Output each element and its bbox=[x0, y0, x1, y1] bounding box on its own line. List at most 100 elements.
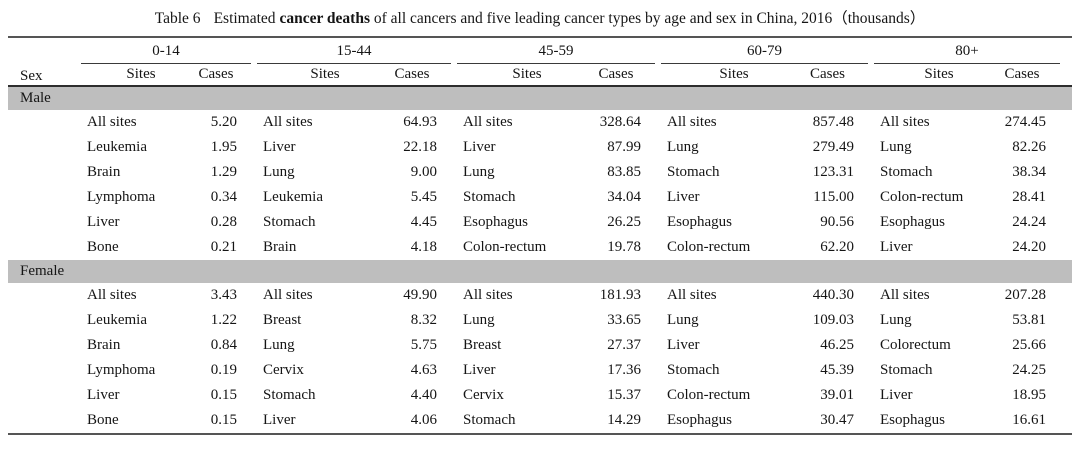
site-cell: Colon-rectum bbox=[463, 239, 547, 255]
cases-cell: 45.39 bbox=[820, 362, 854, 378]
table-row: All sites 5.20 All sites 64.93 All sites 328.… bbox=[8, 110, 1072, 135]
age-group-label: 0-14 bbox=[81, 43, 251, 64]
site-cell: Lung bbox=[880, 139, 912, 155]
cases-cell: 26.25 bbox=[607, 214, 641, 230]
site-cell: Bone bbox=[87, 412, 119, 428]
site-cell: Leukemia bbox=[87, 139, 147, 155]
site-cell: Esophagus bbox=[880, 412, 945, 428]
cases-cell: 30.47 bbox=[820, 412, 854, 428]
cases-cell: 82.26 bbox=[1012, 139, 1046, 155]
cases-cell: 4.40 bbox=[410, 387, 437, 403]
site-cell: Lymphoma bbox=[87, 189, 156, 205]
table-caption: Table 6 Estimated cancer deaths of all ca… bbox=[0, 0, 1080, 30]
sex-column-header: Sex bbox=[20, 68, 43, 84]
cases-cell: 4.18 bbox=[410, 239, 437, 255]
cases-cell: 207.28 bbox=[1004, 287, 1046, 303]
cases-cell: 38.34 bbox=[1012, 164, 1046, 180]
site-cell: All sites bbox=[667, 114, 717, 130]
table-row: Lymphoma 0.19 Cervix 4.63 Liver 17.36 Stomach 4… bbox=[8, 358, 1072, 383]
empty-sex-cell bbox=[8, 333, 87, 358]
empty-sex-cell bbox=[8, 160, 87, 185]
empty-sex-cell bbox=[8, 135, 87, 160]
site-cell: Lymphoma bbox=[87, 362, 156, 378]
cases-cell: 109.03 bbox=[812, 312, 854, 328]
site-cell: Esophagus bbox=[667, 412, 732, 428]
sex-section-label: Female bbox=[8, 260, 1072, 283]
cases-cell: 440.30 bbox=[812, 287, 854, 303]
table-row: Lymphoma 0.34 Leukemia 5.45 Stomach 34.04 Live… bbox=[8, 185, 1072, 210]
empty-sex-cell bbox=[8, 210, 87, 235]
site-cell: Colorectum bbox=[880, 337, 951, 353]
cases-cell: 4.06 bbox=[410, 412, 437, 428]
table-number: Table 6 bbox=[154, 10, 201, 27]
empty-sex-cell bbox=[8, 235, 87, 260]
table-row: All sites 3.43 All sites 49.90 All sites 181.… bbox=[8, 283, 1072, 308]
table-row: Bone 0.15 Liver 4.06 Stomach 14.29 Esophagus 30… bbox=[8, 408, 1072, 434]
cases-cell: 9.00 bbox=[410, 164, 437, 180]
cases-cell: 5.20 bbox=[210, 114, 237, 130]
cases-cell: 0.19 bbox=[210, 362, 237, 378]
cases-cell: 25.66 bbox=[1012, 337, 1046, 353]
cases-cell: 17.36 bbox=[607, 362, 641, 378]
cases-cell: 1.29 bbox=[210, 164, 237, 180]
sex-section-label: Male bbox=[8, 86, 1072, 110]
table-row: Liver 0.15 Stomach 4.40 Cervix 15.37 Colon-rec… bbox=[8, 383, 1072, 408]
site-cell: Brain bbox=[87, 337, 121, 353]
site-cell: Brain bbox=[87, 164, 121, 180]
site-cell: Lung bbox=[667, 139, 699, 155]
site-cell: Lung bbox=[263, 164, 295, 180]
cases-cell: 279.49 bbox=[812, 139, 854, 155]
cases-header: Cases bbox=[198, 66, 234, 82]
empty-sex-cell bbox=[8, 358, 87, 383]
cases-cell: 0.28 bbox=[210, 214, 237, 230]
cases-cell: 28.41 bbox=[1012, 189, 1046, 205]
table-row: Bone 0.21 Brain 4.18 Colon-rectum 19.78 Colon-… bbox=[8, 235, 1072, 260]
cases-cell: 27.37 bbox=[607, 337, 641, 353]
site-cell: Liver bbox=[463, 362, 496, 378]
site-cell: Lung bbox=[880, 312, 912, 328]
sites-header: Sites bbox=[924, 66, 954, 82]
site-cell: Bone bbox=[87, 239, 119, 255]
cases-cell: 16.61 bbox=[1012, 412, 1046, 428]
site-cell: Stomach bbox=[667, 164, 720, 180]
site-cell: Stomach bbox=[880, 164, 933, 180]
site-cell: Stomach bbox=[463, 412, 516, 428]
site-cell: Liver bbox=[87, 387, 120, 403]
site-cell: Esophagus bbox=[667, 214, 732, 230]
caption-text-pre: Estimated bbox=[213, 10, 280, 27]
site-cell: Leukemia bbox=[87, 312, 147, 328]
age-group-label: 60-79 bbox=[661, 43, 868, 64]
age-group-header-80plus: 80+ bbox=[874, 37, 1072, 64]
subheader-row: Sites Cases Sites Cases Sites Cases Site… bbox=[8, 64, 1072, 86]
empty-sex-cell bbox=[8, 185, 87, 210]
cases-cell: 39.01 bbox=[820, 387, 854, 403]
cases-cell: 64.93 bbox=[403, 114, 437, 130]
site-cell: Cervix bbox=[263, 362, 304, 378]
cases-cell: 24.24 bbox=[1012, 214, 1046, 230]
cases-cell: 53.81 bbox=[1012, 312, 1046, 328]
site-cell: All sites bbox=[667, 287, 717, 303]
table-row: Leukemia 1.95 Liver 22.18 Liver 87.99 Lung 279.… bbox=[8, 135, 1072, 160]
site-cell: Lung bbox=[463, 312, 495, 328]
cases-cell: 115.00 bbox=[813, 189, 854, 205]
cases-cell: 15.37 bbox=[607, 387, 641, 403]
cases-cell: 4.45 bbox=[410, 214, 437, 230]
age-group-header-0-14: 0-14 bbox=[81, 37, 263, 64]
sites-header: Sites bbox=[512, 66, 542, 82]
site-cell: Liver bbox=[880, 239, 913, 255]
cases-cell: 5.45 bbox=[410, 189, 437, 205]
site-cell: All sites bbox=[880, 287, 930, 303]
age-group-header-row: Sex 0-14 15-44 45-59 60-79 80+ bbox=[8, 37, 1072, 84]
age-group-label: 15-44 bbox=[257, 43, 451, 64]
age-group-label: 45-59 bbox=[457, 43, 655, 64]
site-cell: Breast bbox=[463, 337, 502, 353]
site-cell: Stomach bbox=[263, 387, 316, 403]
cases-cell: 0.15 bbox=[210, 387, 237, 403]
cases-cell: 1.95 bbox=[210, 139, 237, 155]
cases-cell: 24.25 bbox=[1012, 362, 1046, 378]
site-cell: All sites bbox=[87, 287, 137, 303]
empty-sex-cell bbox=[8, 408, 87, 434]
site-cell: Liver bbox=[87, 214, 120, 230]
empty-sex-cell bbox=[8, 383, 87, 408]
